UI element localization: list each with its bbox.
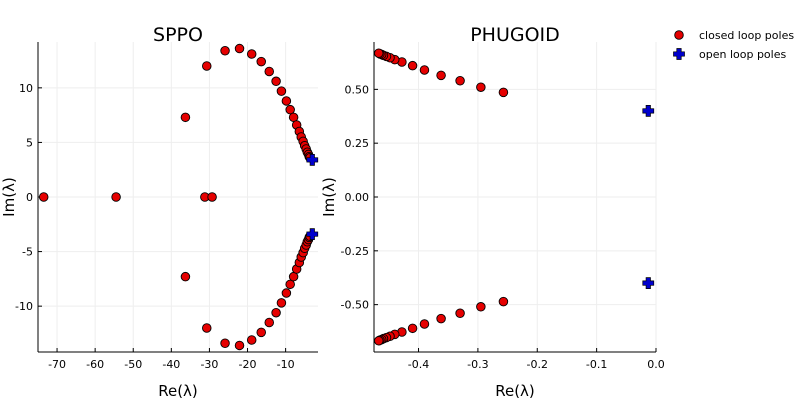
open-loop-pole-point [306,154,319,166]
closed-loop-pole-point [476,82,486,92]
x-tick-label: -10 [277,358,295,371]
closed-loop-pole-point [111,192,121,202]
closed-loop-pole-point [407,323,418,334]
closed-loop-pole-point [180,271,191,282]
closed-loop-pole-point [234,43,245,54]
closed-loop-pole-point [246,49,257,59]
closed-loop-pole-point [264,317,274,328]
closed-loop-pole-point [436,70,446,81]
closed-loop-pole-point [373,336,384,346]
x-tick-label: -40 [162,358,180,371]
sppo-panel: -70 -60 -50 -40 -30 -20 -10-10-50510SPPORe(λ)I… [0,24,319,400]
x-tick-label: 0.0 [647,358,665,371]
y-tick-label: 0.50 [345,83,370,96]
x-tick-label: -0.1 [586,358,607,371]
x-tick-label: -0.2 [527,358,548,371]
legend: closed loop poles open loop poles [673,29,794,61]
closed-loop-pole-point [436,313,446,324]
y-tick-label: -10 [15,300,33,313]
chart-title: SPPO [153,24,203,46]
closed-loop-pole-point [455,308,465,319]
y-tick-label: 0 [26,191,33,204]
closed-loop-pole-point [276,298,287,308]
x-tick-label: -30 [200,358,218,371]
closed-loop-pole-point [180,112,191,123]
closed-loop-pole-point [498,296,509,307]
y-tick-label: 0.25 [345,137,370,150]
open-loop-pole-point [306,228,319,240]
x-axis-label: Re(λ) [158,382,198,400]
closed-loop-pole-point [207,192,217,202]
legend-closed-marker [674,30,684,40]
legend-open-marker [673,48,685,60]
y-tick-label: -5 [22,246,33,259]
closed-loop-pole-point [246,335,257,345]
y-tick-label: -0.25 [341,245,369,258]
open-loop-pole-point [642,277,655,289]
closed-loop-pole-point [256,56,266,67]
closed-loop-pole-point [220,45,230,56]
closed-loop-pole-point [285,104,295,115]
x-axis-label: Re(λ) [495,382,535,400]
closed-loop-pole-point [455,75,465,86]
closed-loop-pole-point [202,323,212,333]
y-tick-label: 10 [19,82,33,95]
closed-loop-pole-point [419,319,430,329]
x-tick-label: -0.4 [408,358,429,371]
closed-loop-pole-point [281,288,292,298]
closed-loop-pole-point [234,340,245,351]
closed-loop-pole-point [498,87,509,98]
x-tick-label: -0.3 [467,358,488,371]
open-loop-pole-point [642,105,655,117]
closed-loop-pole-point [264,66,274,77]
x-tick-label: -20 [239,358,257,371]
closed-loop-pole-point [271,76,281,87]
legend-open-label: open loop poles [699,48,786,61]
x-tick-label: -60 [86,358,104,371]
closed-loop-pole-point [419,65,430,75]
closed-loop-pole-point [256,327,266,338]
closed-loop-pole-point [276,86,287,96]
legend-closed-label: closed loop poles [699,29,794,42]
phugoid-panel: -0.4 -0.3 -0.2 -0.1 0.0 -0.50 -0.25 0.00 0.25 0.5… [320,24,665,400]
chart-title: PHUGOID [470,24,560,46]
closed-loop-pole-point [271,307,281,318]
closed-loop-pole-point [220,338,230,349]
closed-loop-pole-point [476,302,486,312]
closed-loop-pole-point [373,48,384,58]
x-tick-label: -50 [124,358,142,371]
closed-loop-pole-point [285,279,295,290]
closed-loop-pole-point [202,61,212,71]
y-tick-label: -0.50 [341,299,369,312]
x-tick-label: -70 [48,358,66,371]
closed-loop-pole-point [407,60,418,71]
closed-loop-pole-point [281,96,292,106]
y-axis-label: Im(λ) [0,177,18,217]
closed-loop-pole-point [38,192,49,202]
y-tick-label: 0.00 [345,191,370,204]
y-axis-label: Im(λ) [320,177,338,217]
y-tick-label: 5 [26,136,33,149]
